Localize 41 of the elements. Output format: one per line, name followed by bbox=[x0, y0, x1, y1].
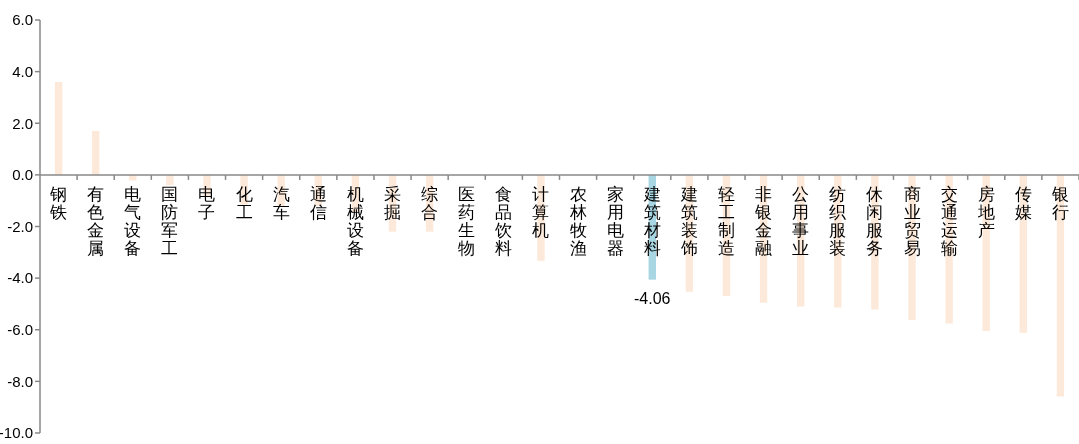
x-tick-label: 公用事业 bbox=[792, 184, 810, 258]
y-tick-label: -4.0 bbox=[7, 269, 33, 287]
x-tick-label: 传媒 bbox=[1014, 184, 1032, 222]
y-tick-label: 0.0 bbox=[12, 166, 33, 184]
x-tick-label: 纺织服装 bbox=[829, 184, 847, 258]
x-tick-label: 有色金属 bbox=[87, 184, 105, 258]
x-tick-label: 综合 bbox=[421, 184, 439, 222]
x-tick-label: 医药生物 bbox=[458, 184, 476, 258]
x-tick-label: 采掘 bbox=[384, 184, 402, 222]
y-tick-label: 2.0 bbox=[12, 114, 33, 132]
x-tick-label: 房地产 bbox=[976, 184, 995, 240]
y-tick-label: -10.0 bbox=[0, 424, 33, 442]
y-tick-label: -6.0 bbox=[7, 321, 33, 339]
x-tick-label: 国防军工 bbox=[161, 184, 179, 258]
x-tick-label: 建筑材料 bbox=[642, 184, 661, 258]
x-tick-label: 计算机 bbox=[532, 184, 550, 240]
x-tick-label: 银行 bbox=[1050, 184, 1069, 222]
x-tick-label: 交通运输 bbox=[940, 184, 958, 258]
bar bbox=[166, 174, 174, 185]
x-tick-label: 食品饮料 bbox=[494, 184, 513, 258]
x-tick-label: 休闲服务 bbox=[866, 184, 884, 258]
y-tick-label: 4.0 bbox=[12, 62, 33, 80]
x-tick-label: 机械设备 bbox=[346, 184, 364, 258]
x-tick-label: 通信 bbox=[309, 184, 327, 222]
x-tick-label: 轻工制造 bbox=[717, 184, 735, 258]
x-tick-label: 电气设备 bbox=[124, 184, 142, 258]
y-tick-label: -2.0 bbox=[7, 217, 33, 235]
x-tick-label: 非银金融 bbox=[754, 184, 773, 258]
x-tick-label: 汽车 bbox=[272, 184, 290, 222]
x-tick-label: 钢铁 bbox=[49, 184, 68, 222]
x-tick-label: 化工 bbox=[235, 184, 253, 222]
x-tick-label: 农林牧渔 bbox=[568, 184, 587, 258]
x-tick-label: 电子 bbox=[198, 184, 216, 222]
y-tick-label: 6.0 bbox=[12, 11, 33, 29]
bar bbox=[91, 130, 100, 175]
data-label: -4.06 bbox=[634, 289, 671, 307]
x-tick-label: 商业贸易 bbox=[903, 184, 921, 258]
bar bbox=[54, 81, 63, 175]
x-tick-label: 建筑装饰 bbox=[679, 184, 698, 258]
x-tick-label: 家用电器 bbox=[606, 184, 624, 258]
y-tick-label: -8.0 bbox=[7, 372, 33, 390]
